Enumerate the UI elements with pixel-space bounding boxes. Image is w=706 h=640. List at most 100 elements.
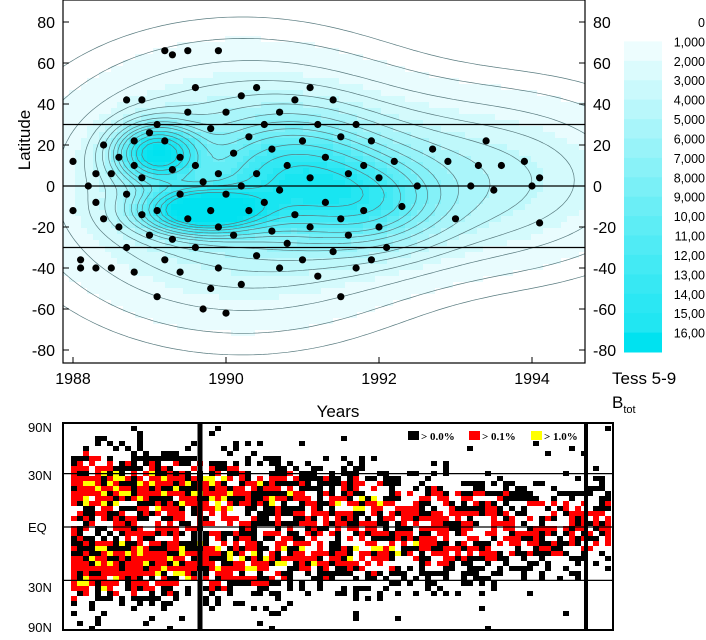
- heatmap-cell: [137, 431, 143, 436]
- contour-cell: [333, 336, 339, 342]
- contour-cell: [441, 192, 447, 198]
- contour-cell: [417, 240, 423, 246]
- contour-cell: [531, 216, 537, 222]
- contour-cell: [285, 312, 291, 318]
- scatter-point: [283, 239, 291, 247]
- contour-cell: [219, 54, 225, 60]
- contour-cell: [267, 234, 273, 240]
- contour-cell: [393, 114, 399, 120]
- contour-cell: [177, 294, 183, 300]
- contour-cell: [495, 198, 501, 204]
- heatmap-cell: [77, 456, 83, 461]
- contour-cell: [579, 276, 585, 282]
- contour-cell: [63, 270, 69, 276]
- contour-cell: [105, 252, 111, 258]
- contour-cell: [351, 222, 357, 228]
- contour-cell: [399, 60, 405, 66]
- contour-cell: [333, 72, 339, 78]
- contour-cell: [309, 144, 315, 150]
- heatmap-cell: [179, 551, 185, 556]
- contour-cell: [525, 240, 531, 246]
- contour-cell: [549, 84, 555, 90]
- contour-cell: [129, 246, 135, 252]
- contour-cell: [117, 252, 123, 258]
- contour-cell: [285, 330, 291, 336]
- contour-cell: [249, 150, 255, 156]
- contour-cell: [249, 342, 255, 348]
- contour-cell: [471, 168, 477, 174]
- heatmap-cell: [149, 561, 155, 566]
- contour-cell: [273, 288, 279, 294]
- contour-cell: [573, 210, 579, 216]
- contour-cell: [459, 168, 465, 174]
- contour-cell: [117, 66, 123, 72]
- contour-cell: [219, 246, 225, 252]
- contour-cell: [129, 288, 135, 294]
- contour-cell: [225, 168, 231, 174]
- contour-cell: [141, 204, 147, 210]
- contour-cell: [483, 60, 489, 66]
- contour-cell: [171, 84, 177, 90]
- contour-cell: [375, 114, 381, 120]
- contour-cell: [537, 240, 543, 246]
- contour-cell: [357, 102, 363, 108]
- contour-cell: [207, 300, 213, 306]
- heatmap-cell: [83, 526, 89, 531]
- contour-cell: [249, 198, 255, 204]
- contour-cell: [483, 126, 489, 132]
- contour-cell: [63, 132, 69, 138]
- contour-cell: [489, 210, 495, 216]
- contour-cell: [279, 180, 285, 186]
- contour-cell: [63, 276, 69, 282]
- colorbar-level-label: 1,000: [674, 35, 705, 49]
- contour-cell: [315, 192, 321, 198]
- contour-cell: [399, 42, 405, 48]
- heatmap-cell: [185, 481, 191, 486]
- contour-cell: [123, 102, 129, 108]
- contour-cell: [315, 288, 321, 294]
- contour-cell: [387, 300, 393, 306]
- contour-cell: [537, 276, 543, 282]
- contour-cell: [135, 42, 141, 48]
- contour-cell: [537, 150, 543, 156]
- contour-cell: [195, 180, 201, 186]
- contour-cell: [555, 114, 561, 120]
- contour-cell: [507, 162, 513, 168]
- contour-cell: [567, 180, 573, 186]
- contour-cell: [123, 276, 129, 282]
- heatmap-cell: [143, 531, 149, 536]
- contour-cell: [321, 180, 327, 186]
- contour-cell: [75, 120, 81, 126]
- contour-cell: [237, 18, 243, 24]
- contour-cell: [255, 132, 261, 138]
- contour-cell: [357, 138, 363, 144]
- contour-cell: [561, 90, 567, 96]
- contour-cell: [339, 60, 345, 66]
- contour-cell: [381, 288, 387, 294]
- contour-cell: [459, 288, 465, 294]
- contour-cell: [519, 114, 525, 120]
- contour-cell: [285, 66, 291, 72]
- contour-cell: [459, 156, 465, 162]
- contour-cell: [123, 186, 129, 192]
- contour-cell: [213, 342, 219, 348]
- contour-cell: [129, 228, 135, 234]
- contour-cell: [129, 324, 135, 330]
- contour-cell: [279, 132, 285, 138]
- heatmap-cell: [107, 566, 113, 571]
- contour-cell: [393, 150, 399, 156]
- top-plot-frame: [62, 0, 586, 364]
- contour-cell: [105, 150, 111, 156]
- contour-cell: [369, 204, 375, 210]
- contour-cell: [147, 114, 153, 120]
- contour-cell: [135, 288, 141, 294]
- contour-cell: [417, 180, 423, 186]
- contour-cell: [141, 300, 147, 306]
- contour-cell: [339, 228, 345, 234]
- contour-cell: [429, 198, 435, 204]
- y-tick-label-right: -80: [593, 343, 616, 360]
- contour-cell: [327, 324, 333, 330]
- contour-cell: [285, 84, 291, 90]
- contour-cell: [207, 204, 213, 210]
- contour-cell: [519, 246, 525, 252]
